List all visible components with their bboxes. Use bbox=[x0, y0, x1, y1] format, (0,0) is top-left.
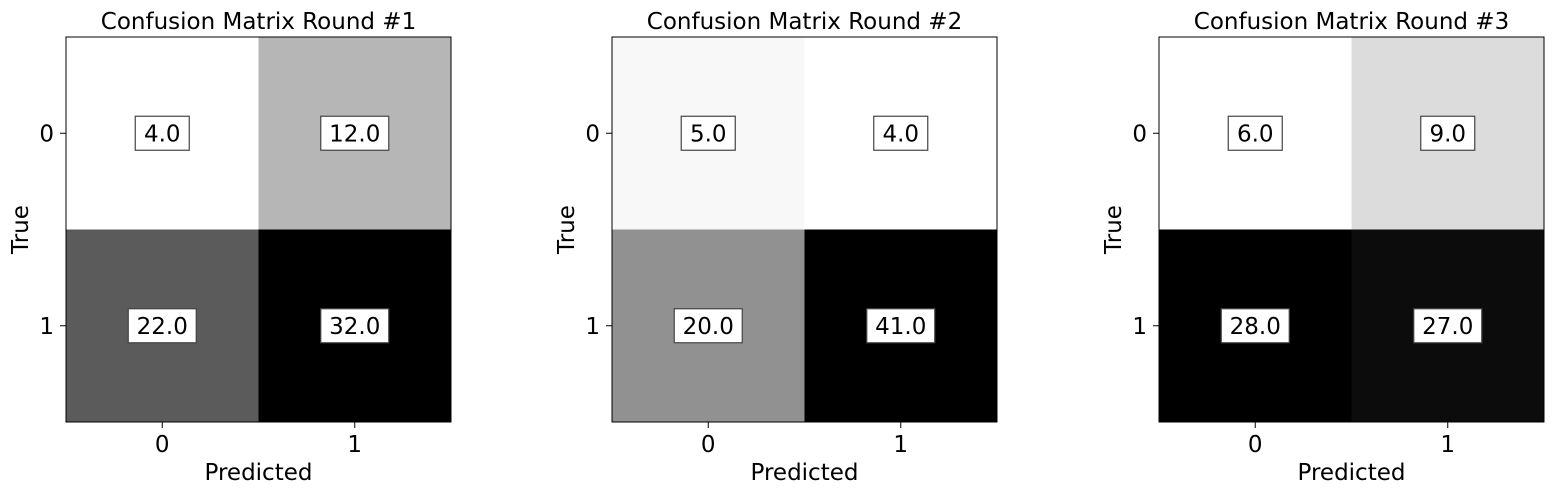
y-tick-label: 1 bbox=[39, 314, 54, 340]
x-tick-label: 0 bbox=[155, 432, 170, 458]
value-label-box bbox=[873, 115, 929, 151]
value-label-r1-c0: 28.0 bbox=[1230, 314, 1281, 340]
confusion-matrix-panel-3: 6.0 9.0 28.0 27.0 0 1 0 1 Confusion Matrix Round… bbox=[1101, 9, 1545, 486]
value-label-box bbox=[1413, 308, 1483, 344]
value-label-box bbox=[320, 308, 390, 344]
x-axis-label: Predicted bbox=[751, 460, 859, 486]
value-label-box bbox=[320, 115, 390, 151]
y-tick-label: 0 bbox=[39, 121, 54, 147]
y-tick-label: 0 bbox=[1132, 121, 1147, 147]
chart-title: Confusion Matrix Round #3 bbox=[1194, 9, 1509, 35]
value-label-r1-c1: 32.0 bbox=[329, 314, 380, 340]
confusion-matrix-panel-2: 5.0 4.0 20.0 41.0 0 1 0 1 Confusion Matrix Round… bbox=[554, 9, 998, 486]
value-label-r0-c1: 9.0 bbox=[1429, 121, 1466, 147]
value-label-box bbox=[866, 308, 936, 344]
value-label-r1-c0: 22.0 bbox=[137, 314, 188, 340]
x-tick-label: 1 bbox=[893, 432, 908, 458]
x-tick-label: 0 bbox=[701, 432, 716, 458]
value-label-r0-c1: 12.0 bbox=[329, 121, 380, 147]
value-label-r1-c0: 20.0 bbox=[683, 314, 734, 340]
y-axis-label: True bbox=[8, 205, 34, 255]
chart-title: Confusion Matrix Round #1 bbox=[101, 9, 416, 35]
value-label-box bbox=[680, 115, 736, 151]
y-axis-label: True bbox=[1101, 205, 1127, 255]
value-label-box bbox=[127, 308, 197, 344]
value-label-r0-c0: 4.0 bbox=[144, 121, 181, 147]
value-label-r1-c1: 41.0 bbox=[875, 314, 926, 340]
confusion-matrix-panel-1: 4.0 12.0 22.0 32.0 0 1 0 1 Confusion Matrix Roun… bbox=[8, 9, 452, 486]
value-label-box bbox=[1227, 115, 1283, 151]
x-axis-label: Predicted bbox=[205, 460, 313, 486]
x-tick-label: 1 bbox=[1440, 432, 1455, 458]
value-label-r0-c1: 4.0 bbox=[882, 121, 919, 147]
x-tick-label: 1 bbox=[347, 432, 362, 458]
chart-title: Confusion Matrix Round #2 bbox=[647, 9, 962, 35]
value-label-r1-c1: 27.0 bbox=[1422, 314, 1473, 340]
y-tick-label: 1 bbox=[1132, 314, 1147, 340]
y-tick-label: 1 bbox=[585, 314, 600, 340]
value-label-box bbox=[1220, 308, 1290, 344]
value-label-box bbox=[1420, 115, 1476, 151]
value-label-r0-c0: 6.0 bbox=[1237, 121, 1274, 147]
value-label-r0-c0: 5.0 bbox=[690, 121, 727, 147]
axes-frame bbox=[65, 36, 452, 423]
axes-frame bbox=[1158, 36, 1545, 423]
axes-frame bbox=[611, 36, 998, 423]
value-label-box bbox=[134, 115, 190, 151]
y-tick-label: 0 bbox=[585, 121, 600, 147]
value-label-box bbox=[673, 308, 743, 344]
x-tick-label: 0 bbox=[1248, 432, 1263, 458]
y-axis-label: True bbox=[554, 205, 580, 255]
x-axis-label: Predicted bbox=[1298, 460, 1406, 486]
